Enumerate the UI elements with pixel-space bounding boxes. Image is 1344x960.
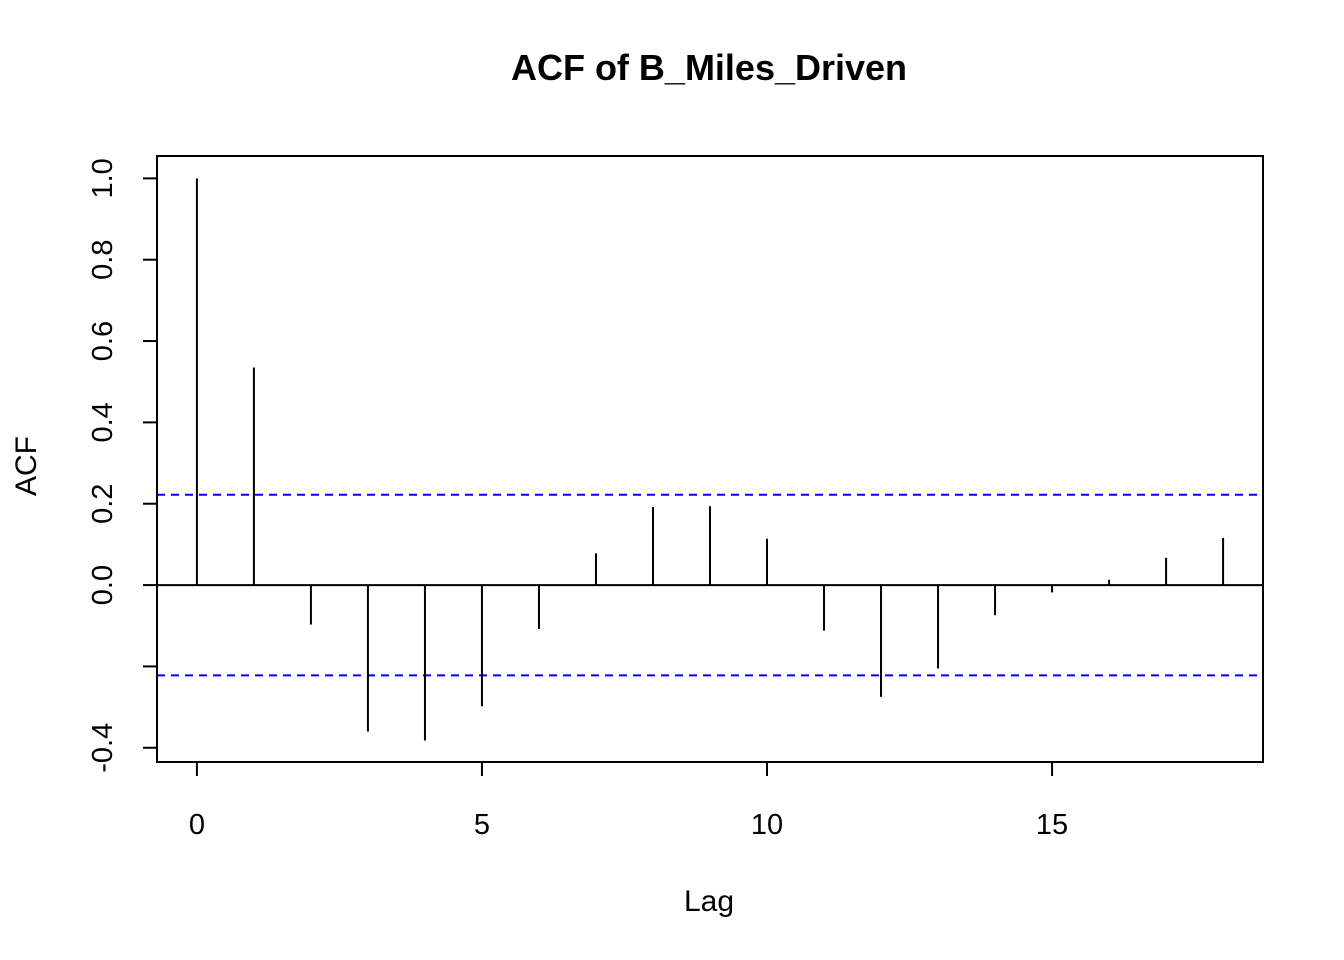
x-tick-label: 10 [751,809,783,841]
chart-title: ACF of B_Miles_Driven [511,47,907,88]
x-tick-label: 0 [189,809,205,841]
y-axis: -0.4 0.0 0.2 0.4 0.6 0.8 1.0 [87,158,158,773]
x-axis-label: Lag [684,885,734,918]
y-axis-label: ACF [10,436,43,496]
x-tick-label: 15 [1036,809,1068,841]
y-tick-label: 0.0 [87,565,119,605]
x-axis: 0 5 10 15 [189,761,1068,841]
acf-bars [195,178,1225,741]
plot-frame [156,155,1264,763]
y-tick-label: 0.4 [87,402,119,442]
y-tick-label: 0.2 [87,484,119,524]
y-tick-label: 1.0 [87,158,119,198]
x-tick-label: 5 [474,809,490,841]
y-tick-label: 0.6 [87,321,119,361]
y-tick-label: 0.8 [87,240,119,280]
y-tick-label: -0.4 [87,723,119,773]
